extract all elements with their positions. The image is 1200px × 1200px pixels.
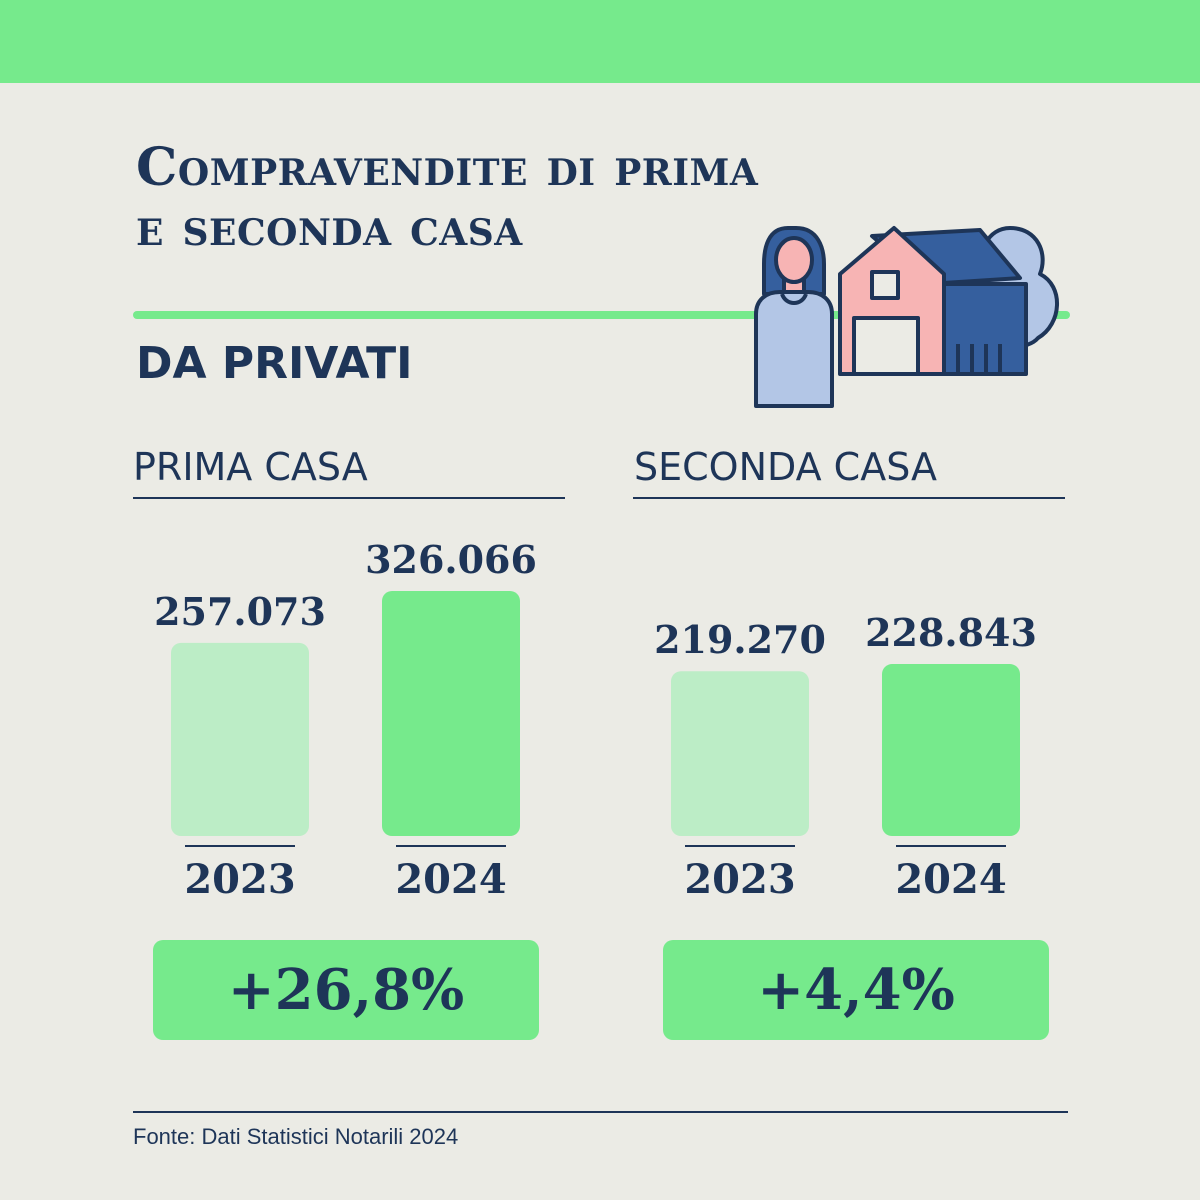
bar-2023 [171,642,309,836]
person-icon [754,226,834,408]
change-label-prima-casa: +26,8% [227,957,465,1023]
category-label: 2023 [184,856,295,903]
page-title: Compravendite di prima e seconda casa [136,138,758,258]
title-line-2: e seconda casa [136,197,523,258]
house-icon [838,226,1028,376]
chart-prima-casa: 257.073 2023 326.066 2024 [154,537,537,903]
source-divider [133,1111,1068,1113]
bar-value-label: 228.843 [865,610,1037,655]
category-label: 2024 [395,856,506,903]
page-subtitle: DA PRIVATI [136,338,413,389]
bar-2024 [882,664,1020,836]
top-band [0,0,1200,83]
bar-value-label: 219.270 [654,617,826,662]
section-title-prima-casa: PRIMA CASA [133,445,368,489]
title-line-1: Compravendite di prima [136,137,759,198]
bar-value-label: 257.073 [154,589,326,634]
source-note: Fonte: Dati Statistici Notarili 2024 [133,1124,459,1149]
title-divider [133,311,1070,319]
illustration [754,226,1059,408]
section-title-seconda-casa: SECONDA CASA [634,445,938,489]
chart-seconda-casa: 219.270 2023 228.843 2024 [654,610,1037,903]
section-divider-seconda-casa [633,497,1065,499]
section-divider-prima-casa [133,497,565,499]
bar-value-label: 326.066 [365,537,537,582]
change-label-seconda-casa: +4,4% [757,957,955,1023]
category-label: 2023 [684,856,795,903]
category-label: 2024 [895,856,1006,903]
bar-2023 [671,671,809,836]
change-badge-seconda-casa: +4,4% [663,940,1049,1040]
change-badge-prima-casa: +26,8% [153,940,539,1040]
bar-2024 [382,591,520,836]
